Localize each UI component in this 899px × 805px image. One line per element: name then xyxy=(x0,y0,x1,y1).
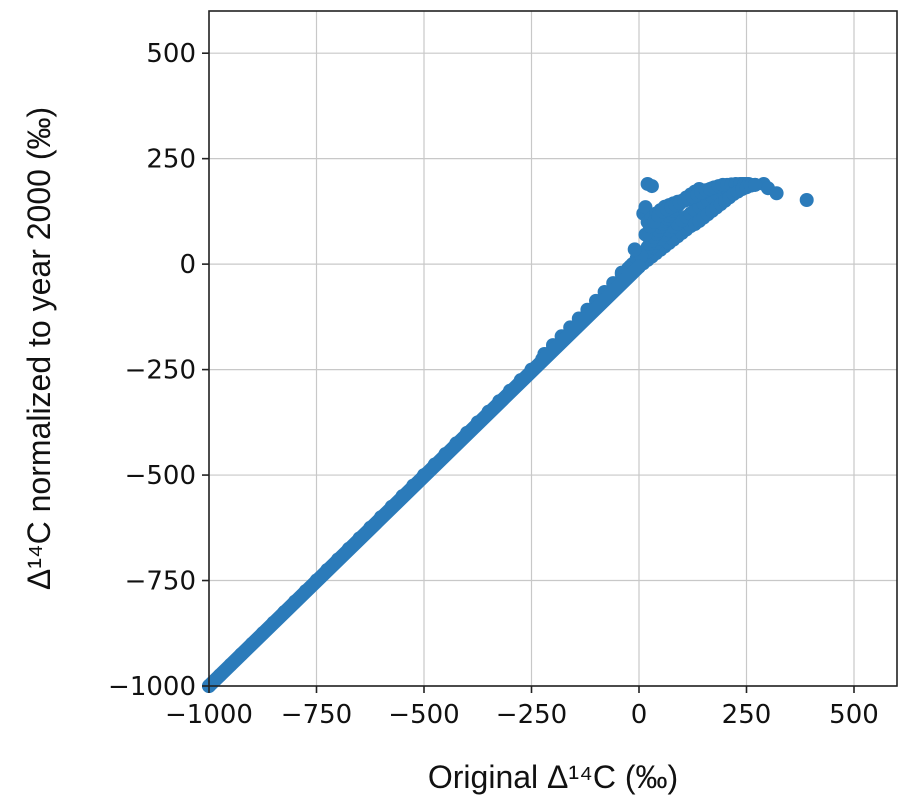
y-tick-label: −250 xyxy=(125,356,196,386)
data-point xyxy=(799,193,814,207)
y-axis-title: Δ¹⁴C normalized to year 2000 (‰) xyxy=(21,107,57,590)
x-axis-title: Original Δ¹⁴C (‰) xyxy=(428,759,678,795)
x-tick-label: 0 xyxy=(631,700,648,730)
y-tick-label: −750 xyxy=(125,567,196,597)
data-point-band xyxy=(202,259,646,693)
y-tick-label: 500 xyxy=(146,39,196,69)
y-tick-label: −1000 xyxy=(108,672,196,702)
x-tick-labels: −1000 −750 −500 −250 0 250 500 xyxy=(165,700,879,730)
scatter-points xyxy=(202,176,814,693)
data-point xyxy=(644,179,659,194)
plot-frame xyxy=(208,10,898,687)
data-point xyxy=(769,186,784,201)
x-tick-label: −250 xyxy=(496,700,567,730)
x-tick-label: −750 xyxy=(281,700,352,730)
data-point xyxy=(748,177,763,192)
y-tick-labels: −1000 −750 −500 −250 0 250 500 xyxy=(108,39,196,702)
grid-lines xyxy=(208,11,897,687)
axis-ticks xyxy=(202,52,855,693)
x-tick-label: −500 xyxy=(388,700,459,730)
data-point xyxy=(638,200,653,215)
y-tick-label: 0 xyxy=(179,250,196,280)
x-tick-label: 500 xyxy=(829,700,879,730)
y-tick-label: 250 xyxy=(146,145,196,175)
y-tick-label: −500 xyxy=(125,461,196,491)
x-tick-label: 250 xyxy=(722,700,772,730)
x-tick-label: −1000 xyxy=(165,700,253,730)
data-point xyxy=(627,242,642,257)
